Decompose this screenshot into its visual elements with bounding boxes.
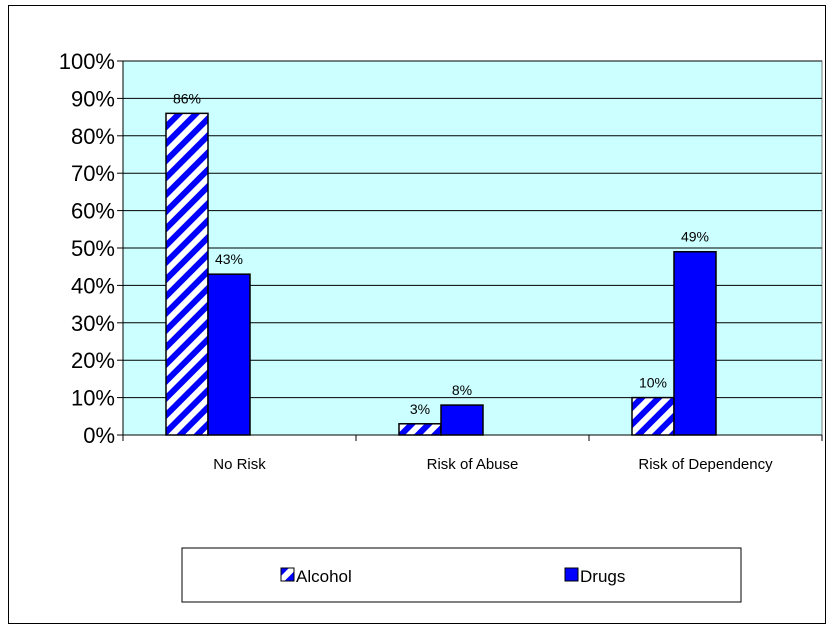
y-tick-label: 90% xyxy=(71,86,115,111)
legend-label-drugs: Drugs xyxy=(580,567,625,586)
x-category-label: No Risk xyxy=(213,456,266,473)
y-tick-label: 0% xyxy=(83,423,115,448)
bar-alcohol-risk-of-abuse xyxy=(398,423,442,436)
y-tick-label: 70% xyxy=(71,161,115,186)
bar-alcohol-risk-of-dependency xyxy=(631,396,675,436)
bar-alcohol-no-risk xyxy=(165,112,209,436)
data-label: 86% xyxy=(173,90,201,106)
legend-swatch-alcohol xyxy=(280,567,295,582)
y-tick-label: 10% xyxy=(71,386,115,411)
y-tick-label: 60% xyxy=(71,199,115,224)
data-label: 43% xyxy=(215,251,243,267)
y-tick-label: 40% xyxy=(71,273,115,298)
y-tick-label: 100% xyxy=(59,49,115,74)
y-tick-label: 80% xyxy=(71,124,115,149)
legend-label-alcohol: Alcohol xyxy=(296,567,352,586)
legend-box xyxy=(181,547,742,603)
data-label: 10% xyxy=(639,375,667,391)
legend-swatch-drugs xyxy=(564,567,579,582)
data-label: 3% xyxy=(410,401,430,417)
bar-drugs-risk-of-abuse xyxy=(440,404,484,436)
data-label: 8% xyxy=(452,382,472,398)
bar-drugs-no-risk xyxy=(207,273,251,436)
x-category-label: Risk of Dependency xyxy=(638,456,773,473)
y-tick-label: 50% xyxy=(71,236,115,261)
x-category-label: Risk of Abuse xyxy=(427,456,519,473)
data-label: 49% xyxy=(681,229,709,245)
y-tick-label: 20% xyxy=(71,348,115,373)
bar-drugs-risk-of-dependency xyxy=(673,250,717,436)
y-tick-label: 30% xyxy=(71,311,115,336)
